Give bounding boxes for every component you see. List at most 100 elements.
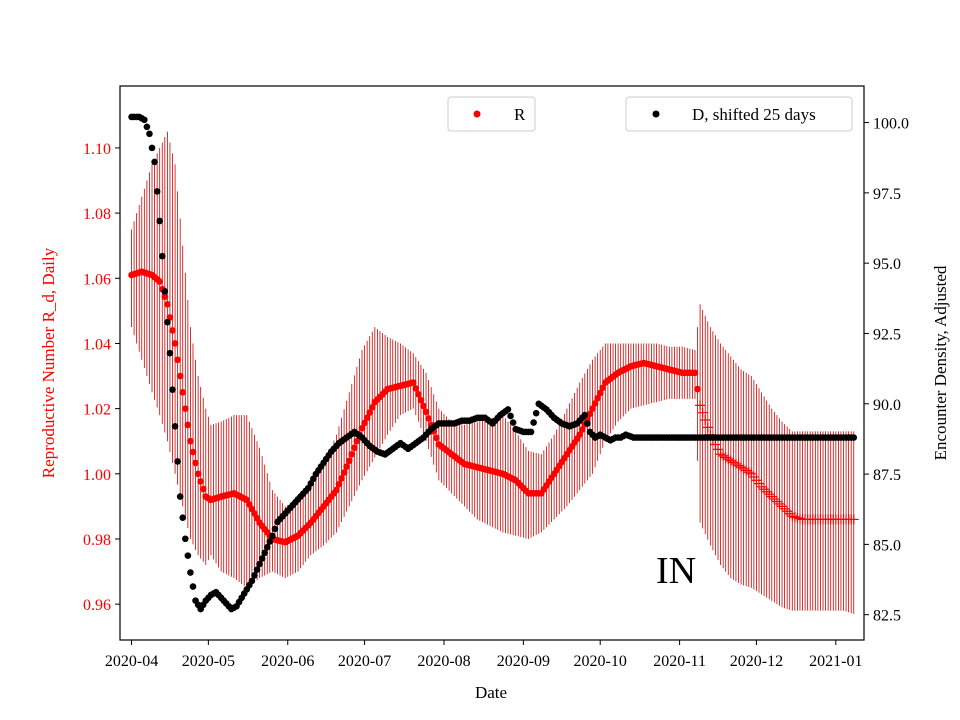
d-point bbox=[189, 583, 197, 590]
r-point bbox=[189, 448, 197, 456]
legend-r-frame bbox=[447, 96, 536, 132]
d-point bbox=[258, 555, 266, 562]
r-point bbox=[702, 422, 713, 433]
r-point bbox=[417, 396, 425, 404]
x-tick-label: 2020-11 bbox=[653, 653, 706, 670]
d-point bbox=[532, 409, 540, 417]
r-point bbox=[766, 491, 777, 502]
d-point bbox=[263, 543, 271, 551]
r-point bbox=[194, 470, 202, 478]
r-point bbox=[784, 508, 795, 519]
r-point bbox=[171, 340, 179, 347]
r-point bbox=[694, 385, 701, 393]
d-point bbox=[174, 458, 181, 465]
d-point bbox=[148, 144, 156, 152]
y-right-tick-label: 92.5 bbox=[873, 326, 901, 343]
x-tick-label: 2021-01 bbox=[809, 653, 862, 670]
d-point bbox=[584, 420, 591, 427]
r-point bbox=[156, 278, 163, 285]
x-tick-label: 2020-08 bbox=[417, 653, 470, 670]
r-point bbox=[432, 434, 440, 442]
r-point bbox=[741, 465, 752, 476]
r-point bbox=[335, 480, 343, 488]
r-point bbox=[720, 452, 731, 463]
r-point bbox=[594, 394, 601, 402]
r-point bbox=[343, 463, 350, 470]
legend-d-marker bbox=[652, 110, 660, 118]
x-tick-label: 2020-04 bbox=[105, 653, 158, 670]
r-point bbox=[415, 390, 422, 398]
r-point bbox=[710, 439, 721, 450]
r-point bbox=[695, 400, 706, 411]
d-series bbox=[128, 113, 858, 613]
d-point bbox=[179, 514, 187, 521]
y-right-tick-label: 95.0 bbox=[873, 256, 901, 273]
x-tick-label: 2020-12 bbox=[730, 653, 783, 670]
r-point bbox=[599, 384, 607, 392]
r-point bbox=[199, 485, 207, 493]
r-point bbox=[161, 293, 169, 301]
r-point bbox=[586, 410, 594, 418]
d-point bbox=[507, 412, 514, 420]
r-point bbox=[782, 506, 793, 517]
r-point bbox=[764, 489, 775, 500]
y-left-tick-label: 0.96 bbox=[83, 597, 111, 614]
r-point bbox=[774, 498, 785, 509]
x-tick-label: 2020-10 bbox=[574, 653, 627, 670]
r-point bbox=[576, 431, 584, 438]
legend-d-frame bbox=[625, 96, 853, 132]
d-point bbox=[850, 434, 858, 441]
y-right-tick-label: 87.5 bbox=[873, 467, 901, 484]
d-point bbox=[184, 552, 192, 559]
r-point bbox=[759, 484, 770, 495]
r-point bbox=[366, 409, 374, 416]
r-point bbox=[589, 405, 596, 412]
y-right-tick-label: 97.5 bbox=[873, 186, 901, 203]
r-point bbox=[777, 501, 788, 512]
d-point bbox=[187, 569, 194, 576]
y-left-tick-label: 1.08 bbox=[83, 206, 111, 223]
d-point bbox=[253, 566, 261, 573]
d-point bbox=[151, 158, 158, 166]
d-point bbox=[176, 493, 184, 500]
d-point bbox=[581, 411, 589, 419]
r-point bbox=[174, 356, 181, 364]
r-point bbox=[743, 467, 754, 478]
d-point bbox=[161, 287, 169, 295]
x-axis: 2020-04 2020-05 2020-06 2020-07 2020-08 2020-… bbox=[105, 640, 862, 670]
y-right-axis: 82.5 85.0 87.5 90.0 92.5 95.0 97.5 100.0 bbox=[864, 116, 909, 625]
d-point bbox=[266, 538, 274, 545]
r-point bbox=[700, 415, 711, 426]
d-point bbox=[256, 560, 263, 568]
r-point bbox=[412, 385, 420, 392]
r-point bbox=[736, 462, 747, 473]
r-point bbox=[338, 475, 345, 482]
r-point bbox=[187, 437, 194, 445]
r-point bbox=[728, 457, 739, 468]
r-point bbox=[787, 511, 798, 522]
r-point bbox=[340, 469, 348, 476]
x-tick-label: 2020-05 bbox=[182, 653, 235, 670]
d-point bbox=[171, 422, 179, 430]
r-point bbox=[697, 407, 708, 418]
y-right-tick-label: 90.0 bbox=[873, 397, 901, 414]
d-point bbox=[158, 252, 166, 260]
x-tick-label: 2020-09 bbox=[497, 653, 550, 670]
r-point bbox=[197, 478, 204, 485]
r-point bbox=[756, 481, 767, 492]
y-right-tick-label: 85.0 bbox=[873, 537, 901, 554]
y-left-tick-label: 1.00 bbox=[83, 467, 111, 484]
y-left-tick-label: 1.06 bbox=[83, 271, 111, 288]
d-point bbox=[271, 525, 279, 533]
legend-r-label: R bbox=[514, 105, 526, 124]
y-left-tick-label: 1.02 bbox=[83, 402, 111, 419]
r-point bbox=[779, 503, 790, 514]
legend-r: R bbox=[447, 96, 536, 132]
legend-r-marker bbox=[473, 110, 481, 118]
r-point bbox=[738, 463, 749, 474]
r-point bbox=[409, 379, 417, 386]
r-point bbox=[353, 437, 361, 445]
r-point bbox=[363, 414, 371, 422]
region-label: IN bbox=[656, 550, 696, 592]
